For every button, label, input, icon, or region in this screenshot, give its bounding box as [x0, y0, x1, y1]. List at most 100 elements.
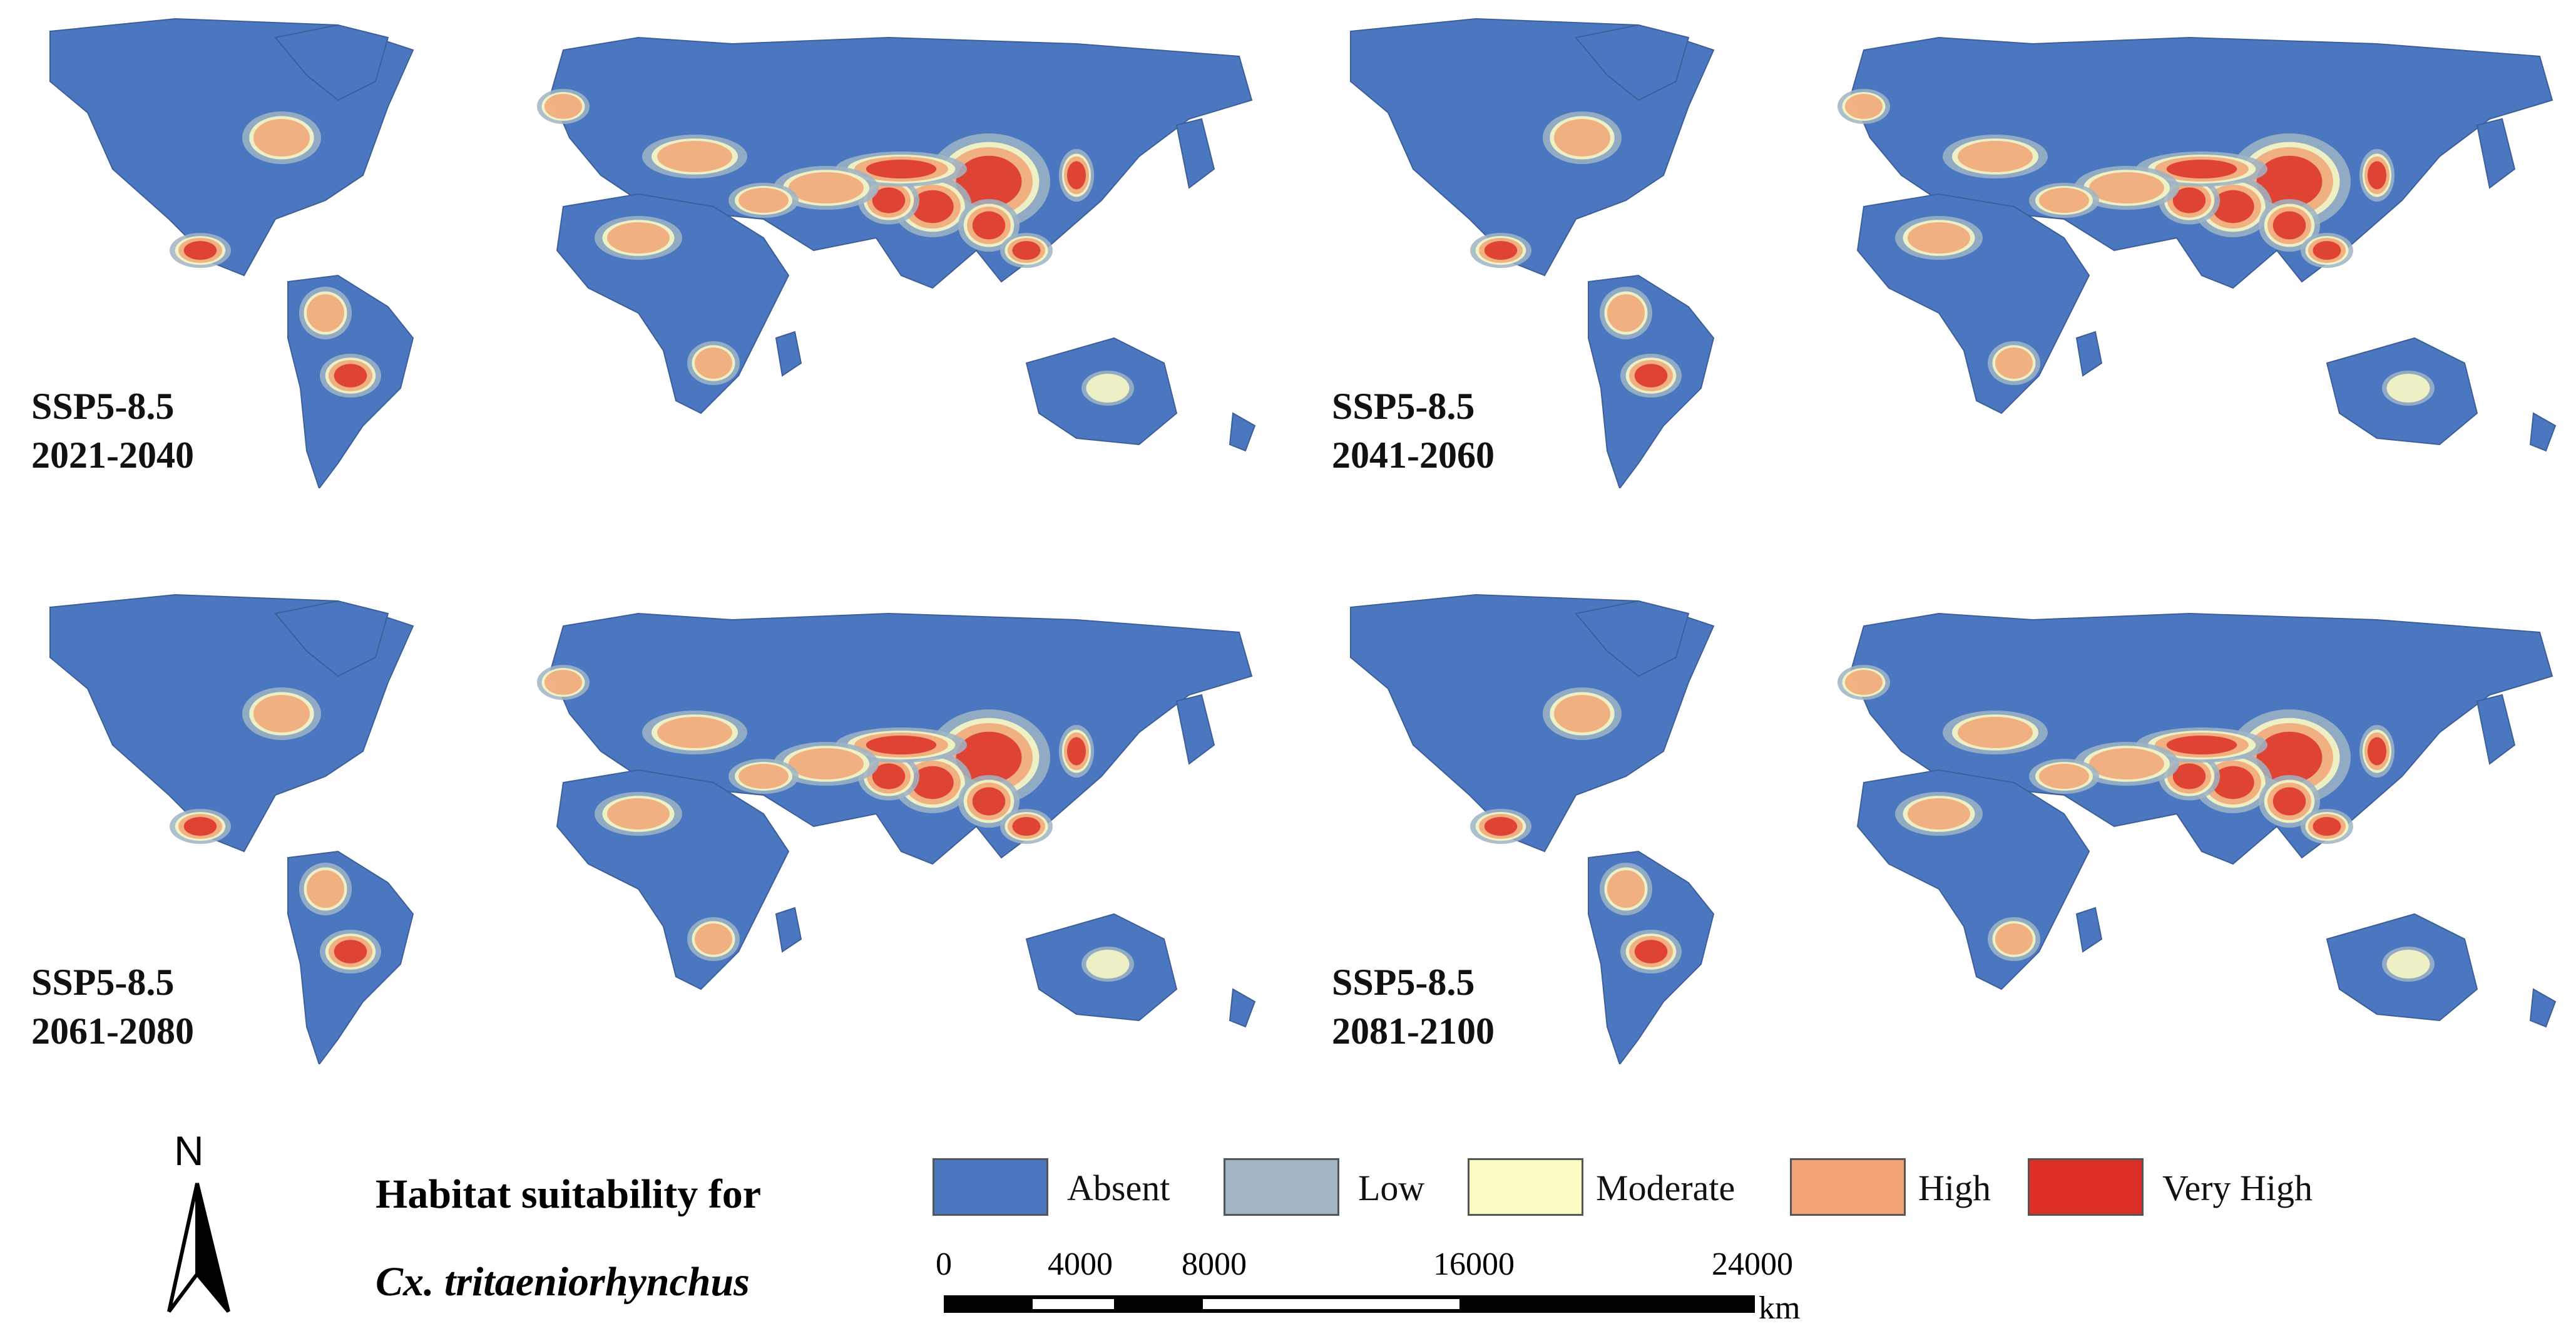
panel-label: SSP5-8.5 2041-2060	[1332, 382, 1495, 480]
world-map	[1350, 593, 2557, 1064]
suitability-patch	[911, 766, 954, 799]
period-label: 2061-2080	[31, 1010, 194, 1052]
map-panel-2081-2100: SSP5-8.5 2081-2100	[1313, 588, 2565, 1064]
suitability-patch	[2089, 748, 2164, 779]
suitability-patch	[1995, 347, 2033, 379]
suitability-patch	[695, 347, 732, 379]
suitability-patch	[1067, 161, 1086, 190]
suitability-patch	[2172, 187, 2206, 213]
suitability-patch	[334, 364, 367, 388]
suitability-patch	[2256, 155, 2323, 208]
suitability-patch	[1845, 94, 1883, 119]
world-map	[49, 593, 1256, 1064]
panel-label: SSP5-8.5 2081-2100	[1332, 958, 1495, 1056]
suitability-patch	[1086, 950, 1130, 979]
suitability-patch	[1012, 241, 1041, 260]
suitability-patch	[183, 817, 217, 836]
suitability-patch	[695, 923, 732, 955]
suitability-patch	[544, 94, 582, 119]
suitability-patch	[866, 736, 937, 754]
period-label: 2081-2100	[1332, 1010, 1495, 1052]
land-mass	[1229, 412, 1256, 452]
legend-title: Habitat suitability for	[376, 1171, 762, 1217]
suitability-patch	[1958, 141, 2033, 172]
suitability-patch	[1086, 374, 1130, 403]
suitability-patch	[1554, 695, 1610, 732]
suitability-patch	[253, 695, 310, 732]
north-label: N	[174, 1128, 204, 1174]
suitability-patch	[2256, 731, 2323, 784]
suitability-patch	[2039, 764, 2089, 789]
suitability-patch	[972, 211, 1006, 240]
suitability-patch	[1995, 923, 2033, 955]
legend-label: Low	[1358, 1168, 1425, 1208]
suitability-patch	[1607, 870, 1645, 908]
legend-label: Absent	[1067, 1168, 1170, 1208]
scale-tick: 24000	[1712, 1246, 1793, 1282]
suitability-patch	[2166, 160, 2237, 178]
scale-bar: 0 4000 8000 16000 24000 km	[926, 1246, 1802, 1333]
suitability-patch	[2089, 172, 2164, 203]
suitability-patch	[307, 870, 344, 908]
land-mass	[1175, 694, 1215, 765]
land-mass	[1575, 600, 1690, 677]
suitability-patch	[872, 763, 906, 789]
suitability-patch	[789, 172, 864, 203]
panel-label: SSP5-8.5 2061-2080	[31, 958, 194, 1056]
suitability-patch	[183, 241, 217, 260]
suitability-patch	[2172, 763, 2206, 789]
suitability-patch	[2212, 190, 2254, 224]
legend-species: Cx. tritaeniorhynchus	[376, 1259, 750, 1305]
suitability-patch	[2386, 950, 2430, 979]
suitability-patch	[789, 748, 864, 779]
land-mass	[2529, 412, 2557, 452]
land-mass	[274, 24, 389, 101]
land-mass	[1575, 24, 1690, 101]
suitability-patch	[911, 190, 954, 224]
map-panel-2041-2060: SSP5-8.5 2041-2060	[1313, 13, 2565, 488]
suitability-patch	[253, 119, 310, 157]
suitability-patch	[1484, 817, 1518, 836]
map-panel-2061-2080: SSP5-8.5 2061-2080	[13, 588, 1264, 1064]
land-mass	[274, 600, 389, 677]
period-label: 2021-2040	[31, 434, 194, 476]
suitability-patch	[2166, 736, 2237, 754]
legend-swatch	[2028, 1158, 2144, 1216]
suitability-patch	[1845, 670, 1883, 695]
legend-label: Very High	[2162, 1168, 2313, 1208]
suitability-patch	[607, 222, 670, 254]
period-label: 2041-2060	[1332, 434, 1495, 476]
legend-swatch	[933, 1158, 1048, 1216]
suitability-patch	[2386, 374, 2430, 403]
suitability-patch	[1634, 940, 1668, 963]
scenario-label: SSP5-8.5	[31, 386, 175, 427]
legend-label: Moderate	[1596, 1168, 1735, 1208]
suitability-patch	[2212, 766, 2254, 799]
suitability-patch	[334, 940, 367, 963]
suitability-patch	[1908, 222, 1970, 254]
suitability-patch	[1958, 717, 2033, 748]
suitability-patch	[2368, 737, 2386, 766]
land-mass	[2075, 907, 2103, 953]
suitability-patch	[1908, 798, 1970, 830]
suitability-patch	[657, 717, 732, 748]
land-mass	[1175, 118, 1215, 189]
suitability-patch	[866, 160, 937, 178]
legend-swatch	[1790, 1158, 1906, 1216]
suitability-patch	[2313, 817, 2341, 836]
land-mass	[2476, 118, 2516, 189]
land-mass	[2075, 331, 2103, 377]
suitability-patch	[739, 764, 789, 789]
north-arrow: N	[156, 1127, 250, 1315]
scale-bar-graphic	[944, 1295, 1755, 1313]
suitability-patch	[2272, 211, 2306, 240]
suitability-patch	[307, 294, 344, 332]
legend-label: High	[1918, 1168, 1991, 1208]
suitability-patch	[1607, 294, 1645, 332]
land-mass	[2529, 988, 2557, 1028]
north-arrow-icon	[167, 1183, 230, 1313]
suitability-patch	[2272, 787, 2306, 816]
suitability-patch	[1067, 737, 1086, 766]
suitability-patch	[1012, 817, 1041, 836]
suitability-patch	[607, 798, 670, 830]
